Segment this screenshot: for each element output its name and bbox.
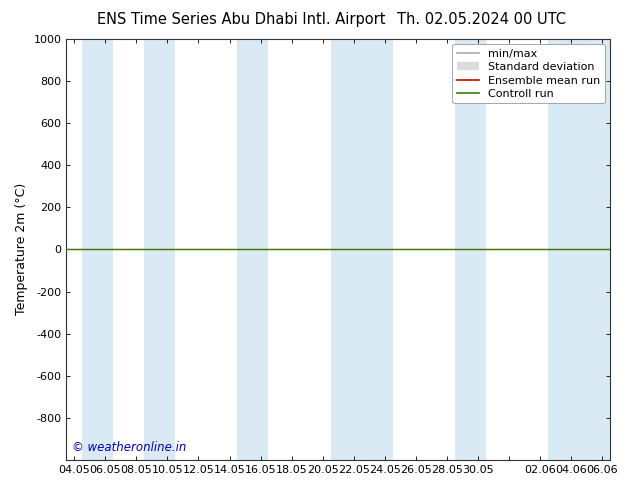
- Y-axis label: Temperature 2m (°C): Temperature 2m (°C): [15, 183, 28, 316]
- Bar: [144, 39, 175, 460]
- Text: Th. 02.05.2024 00 UTC: Th. 02.05.2024 00 UTC: [398, 12, 566, 27]
- Bar: [455, 39, 486, 460]
- Bar: [548, 39, 610, 460]
- Text: ENS Time Series Abu Dhabi Intl. Airport: ENS Time Series Abu Dhabi Intl. Airport: [96, 12, 385, 27]
- Text: © weatheronline.in: © weatheronline.in: [72, 441, 186, 454]
- Bar: [237, 39, 268, 460]
- Bar: [82, 39, 113, 460]
- Bar: [330, 39, 392, 460]
- Legend: min/max, Standard deviation, Ensemble mean run, Controll run: min/max, Standard deviation, Ensemble me…: [453, 44, 605, 103]
